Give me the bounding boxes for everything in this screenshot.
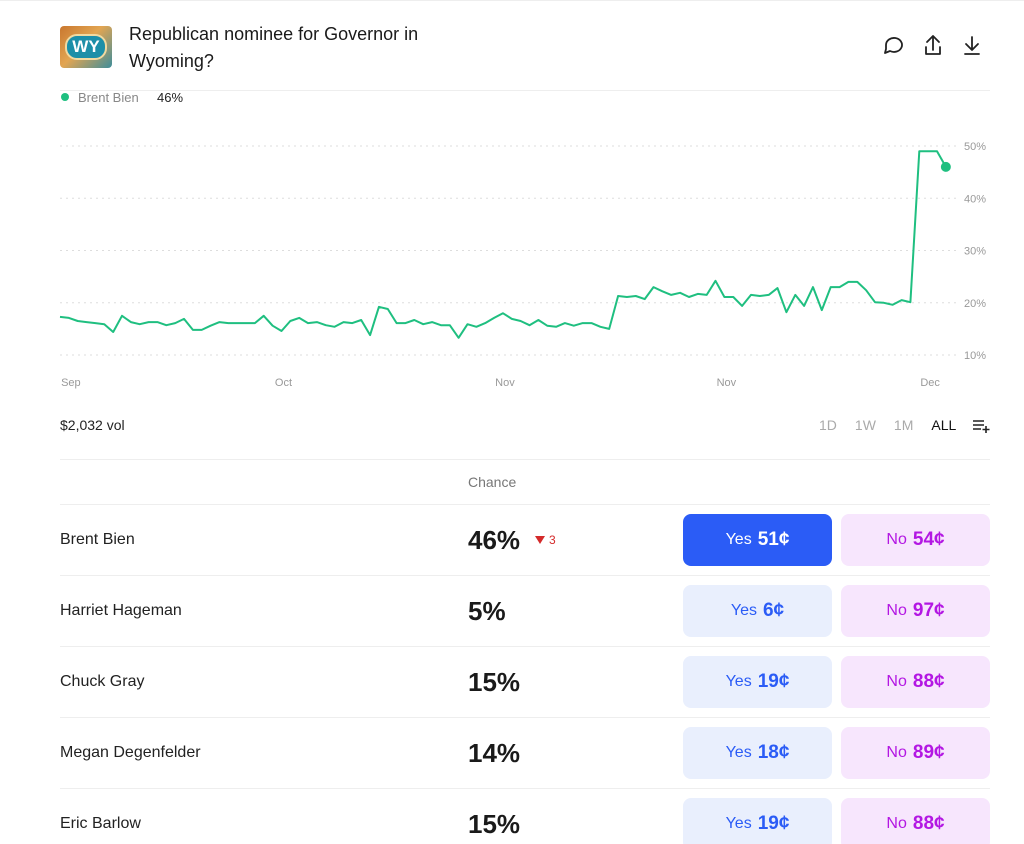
yes-price: 19¢	[757, 671, 790, 692]
range-button[interactable]: 1W	[854, 417, 876, 433]
x-tick-label: Oct	[275, 377, 292, 389]
y-tick-label: 10%	[964, 350, 986, 362]
current-dot	[940, 161, 951, 172]
no-button[interactable]: No 88¢	[841, 656, 990, 708]
no-button[interactable]: No 54¢	[841, 514, 990, 566]
legend-value: 46%	[157, 90, 183, 105]
y-tick-label: 30%	[964, 246, 986, 258]
yes-price: 19¢	[757, 813, 790, 834]
outcome-name: Megan Degenfelder	[60, 744, 201, 761]
y-tick-label: 20%	[964, 298, 986, 310]
no-button[interactable]: No 89¢	[841, 727, 990, 779]
no-button[interactable]: No 97¢	[841, 585, 990, 637]
y-tick-label: 40%	[964, 193, 986, 205]
x-tick-label: Nov	[717, 377, 737, 389]
badge: WY	[65, 34, 107, 60]
row-separator	[60, 788, 990, 789]
yes-button[interactable]: Yes 19¢	[683, 656, 832, 708]
legend-name: Brent Bien	[78, 90, 139, 105]
no-label: No	[886, 602, 907, 619]
chance: 15%	[468, 667, 521, 697]
change: 3	[535, 533, 556, 547]
no-price: 88¢	[912, 671, 945, 692]
no-price: 89¢	[912, 742, 945, 763]
no-label: No	[886, 531, 907, 548]
down-arrow	[535, 536, 545, 544]
share-icon[interactable]	[925, 35, 941, 55]
yes-button[interactable]: Yes 6¢	[683, 585, 832, 637]
yes-label: Yes	[725, 531, 752, 548]
chance: 15%	[468, 809, 521, 839]
yes-label: Yes	[725, 815, 752, 832]
yes-price: 6¢	[762, 600, 785, 621]
outcome-name: Eric Barlow	[60, 815, 141, 832]
row-separator	[60, 646, 990, 647]
price-line	[59, 150, 947, 339]
top-border	[0, 0, 1024, 1]
legend-dot	[61, 93, 69, 101]
chance: 5%	[468, 596, 506, 626]
yes-button[interactable]: Yes 19¢	[683, 798, 832, 844]
no-label: No	[886, 815, 907, 832]
market-title: Republican nominee for Governor in Wyomi…	[129, 24, 419, 71]
download-icon[interactable]	[964, 36, 980, 55]
range-button[interactable]: 1D	[819, 417, 837, 433]
column-header: Chance	[468, 474, 517, 490]
outcome-name: Harriet Hageman	[60, 602, 182, 619]
range-selector: 1D 1W 1M ALL	[810, 417, 965, 433]
range-button[interactable]: ALL	[931, 417, 957, 433]
row-separator	[60, 504, 990, 505]
row-separator	[60, 717, 990, 718]
yes-price: 18¢	[757, 742, 790, 763]
range-button[interactable]: 1M	[893, 417, 914, 433]
yes-price: 51¢	[757, 529, 790, 550]
yes-button[interactable]: Yes 51¢	[683, 514, 832, 566]
x-tick-label: Dec	[920, 377, 940, 389]
market-icon: WY	[60, 26, 112, 68]
yes-button[interactable]: Yes 18¢	[683, 727, 832, 779]
no-label: No	[886, 673, 907, 690]
chance: 14%	[468, 738, 521, 768]
volume: $2,032 vol	[60, 417, 125, 433]
row-separator	[60, 575, 990, 576]
no-button[interactable]: No 88¢	[841, 798, 990, 844]
comment-icon[interactable]	[884, 37, 903, 54]
yes-label: Yes	[725, 673, 752, 690]
no-label: No	[886, 744, 907, 761]
change-value: 3	[549, 533, 556, 547]
header-actions	[884, 35, 980, 55]
no-price: 54¢	[912, 529, 945, 550]
outcome-name: Chuck Gray	[60, 673, 145, 690]
x-tick-label: Sep	[61, 377, 81, 389]
yes-label: Yes	[730, 602, 757, 619]
y-tick-label: 50%	[964, 141, 986, 153]
no-price: 97¢	[912, 600, 945, 621]
no-price: 88¢	[912, 813, 945, 834]
outcome-name: Brent Bien	[60, 531, 135, 548]
chart: 10% 20% 30% 40% 50% Sep Oct Nov Nov Dec Brent Bien…	[59, 90, 986, 389]
list-add-icon[interactable]	[972, 418, 992, 434]
separator	[60, 90, 990, 91]
separator	[60, 459, 990, 460]
chance: 46%	[468, 525, 521, 555]
yes-label: Yes	[725, 744, 752, 761]
x-tick-label: Nov	[495, 377, 515, 389]
